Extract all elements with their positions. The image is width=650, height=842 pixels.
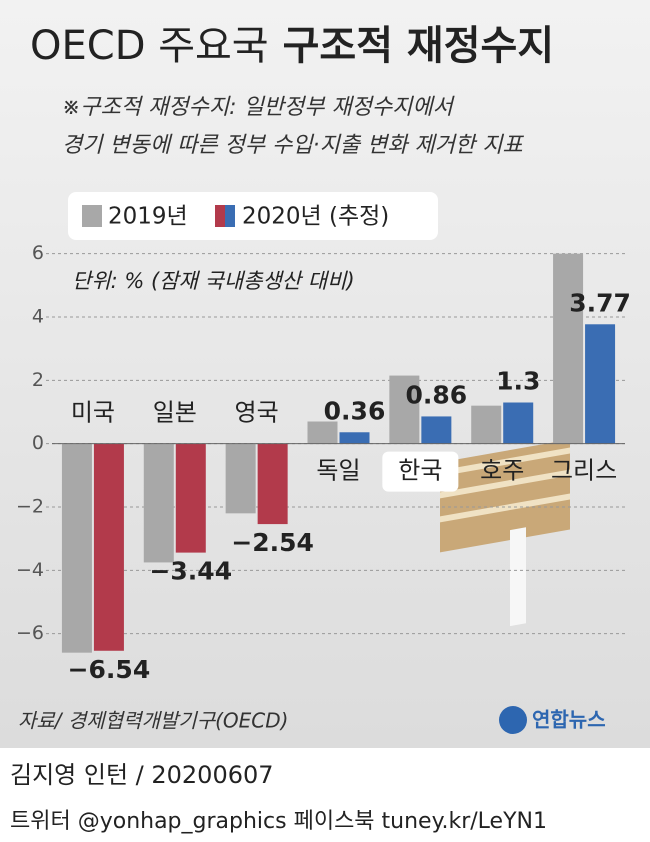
value-label: −2.54 bbox=[231, 528, 314, 557]
money-stack bbox=[440, 469, 570, 499]
bar bbox=[503, 402, 534, 444]
x-tick-label: 한국 bbox=[398, 457, 442, 485]
bar bbox=[143, 443, 174, 563]
value-label: 0.86 bbox=[406, 380, 468, 409]
note: ※구조적 재정수지: 일반정부 재정수지에서 bbox=[62, 95, 456, 120]
value-label: 0.36 bbox=[324, 396, 386, 425]
bar bbox=[93, 443, 124, 651]
value-label: −6.54 bbox=[68, 655, 151, 684]
bar bbox=[307, 421, 338, 444]
legend-swatch bbox=[215, 205, 225, 227]
legend-swatch bbox=[82, 205, 102, 227]
title: OECD 주요국 구조적 재정수지 bbox=[30, 23, 554, 69]
highlight-box bbox=[382, 451, 459, 492]
y-tick-label: 0 bbox=[32, 432, 44, 454]
source: 자료/ 경제협력개발기구(OECD) bbox=[18, 709, 288, 733]
title-light: OECD 주요국 bbox=[30, 23, 269, 69]
credit: 김지영 인턴 / 20200607 bbox=[10, 761, 274, 789]
bar bbox=[175, 443, 206, 553]
x-tick-label: 미국 bbox=[71, 399, 115, 427]
x-tick-label: 그리스 bbox=[551, 457, 617, 485]
value-label: 3.77 bbox=[569, 288, 631, 317]
bar bbox=[421, 416, 452, 444]
x-tick-label: 독일 bbox=[316, 457, 360, 485]
legend-swatch bbox=[225, 205, 235, 227]
bar bbox=[339, 432, 370, 444]
logo: 연합뉴스 bbox=[532, 708, 606, 732]
y-tick-label: −6 bbox=[16, 622, 44, 644]
money-illustration bbox=[440, 439, 570, 627]
value-label: −3.44 bbox=[149, 557, 232, 586]
bar bbox=[585, 324, 616, 444]
money-band bbox=[510, 527, 526, 627]
title-bold: 구조적 재정수지 bbox=[283, 23, 555, 69]
bar bbox=[225, 443, 256, 514]
bar bbox=[389, 375, 420, 444]
footer-background bbox=[0, 748, 650, 842]
logo-mark bbox=[499, 706, 527, 734]
bar bbox=[257, 443, 288, 525]
note: 경기 변동에 따른 정부 수입·지출 변화 제거한 지표 bbox=[62, 133, 525, 158]
value-label: 1.3 bbox=[496, 367, 540, 396]
money-stack bbox=[440, 493, 570, 523]
y-tick-label: 2 bbox=[32, 369, 44, 391]
legend-box bbox=[68, 192, 438, 240]
x-tick-label: 영국 bbox=[235, 399, 279, 427]
bar bbox=[471, 405, 502, 444]
y-tick-label: −4 bbox=[16, 559, 44, 581]
unit: 단위: % (잠재 국내총생산 대비) bbox=[72, 269, 355, 293]
y-tick-label: −2 bbox=[16, 496, 44, 518]
social: 트위터 @yonhap_graphics 페이스북 tuney.kr/LeYN1 bbox=[10, 809, 547, 834]
bar bbox=[553, 253, 584, 444]
x-tick-label: 호주 bbox=[480, 457, 524, 485]
money-stack bbox=[440, 447, 570, 477]
x-tick-label: 일본 bbox=[153, 399, 197, 427]
y-tick-label: 6 bbox=[32, 242, 44, 264]
legend-label: 2020년 (추정) bbox=[242, 204, 389, 230]
legend-label: 2019년 bbox=[108, 204, 188, 230]
y-tick-label: 4 bbox=[32, 306, 44, 328]
bar bbox=[61, 443, 92, 653]
